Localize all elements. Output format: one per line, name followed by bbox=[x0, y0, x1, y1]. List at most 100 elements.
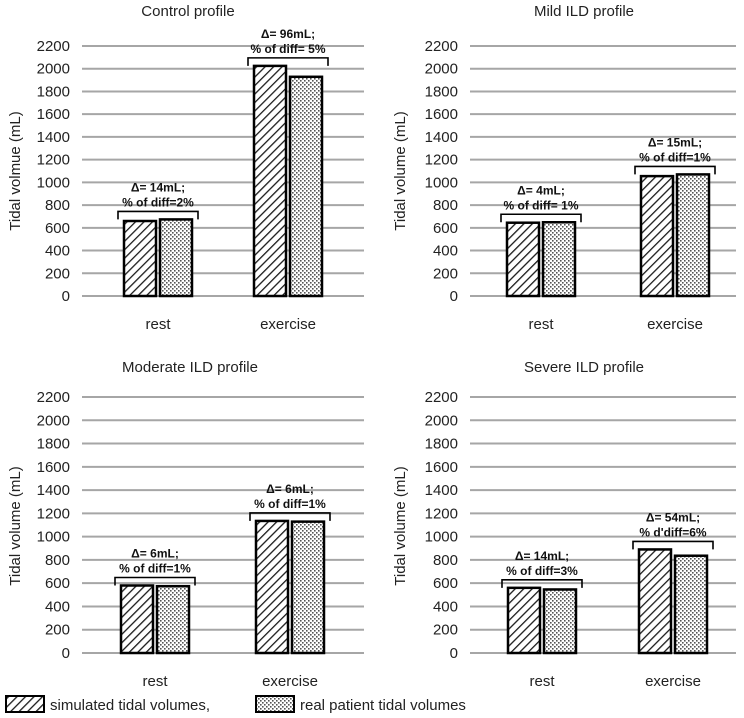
y-tick-label: 1000 bbox=[425, 529, 458, 546]
y-tick-label: 2000 bbox=[37, 412, 70, 429]
category-label-rest: rest bbox=[529, 673, 555, 690]
category-label-exercise: exercise bbox=[262, 673, 318, 690]
bar-rest-simulated bbox=[506, 586, 542, 655]
y-tick-label: 1800 bbox=[425, 83, 458, 100]
category-label-exercise: exercise bbox=[647, 316, 703, 333]
bar-exercise-simulated bbox=[252, 64, 288, 298]
bar-exercise-simulated bbox=[637, 548, 673, 655]
y-tick-label: 800 bbox=[433, 197, 458, 214]
annotation-diff-percent: % of diff=1% bbox=[119, 562, 191, 576]
y-tick-label: 1200 bbox=[37, 505, 70, 522]
y-tick-label: 200 bbox=[45, 265, 70, 282]
annotation-delta: Δ= 6mL; bbox=[266, 482, 314, 496]
annotation-diff-percent: % of diff= 5% bbox=[250, 42, 325, 56]
annotation-bracket bbox=[500, 213, 582, 223]
bar-rest-real bbox=[541, 221, 577, 298]
annotation-bracket bbox=[249, 512, 331, 521]
y-tick-label: 1000 bbox=[37, 529, 70, 546]
annotation-delta: Δ= 15mL; bbox=[648, 135, 702, 149]
y-tick-label: 1600 bbox=[425, 459, 458, 476]
y-tick-label: 1600 bbox=[37, 106, 70, 123]
y-axis-label: Tidal volmue (mL) bbox=[7, 111, 24, 230]
annotation-diff-percent: % of diff=1% bbox=[639, 150, 711, 164]
annotation-diff-percent: % of diff=2% bbox=[122, 195, 194, 209]
y-tick-label: 0 bbox=[62, 288, 70, 305]
chart-title: Control profile bbox=[141, 3, 234, 20]
y-tick-label: 400 bbox=[45, 598, 70, 615]
panel-mild-ild-profile: 0 200 400 600 800 1000 1200 1400 1600 1800 2000 220… bbox=[392, 3, 736, 333]
annotation-diff-percent: % of diff=1% bbox=[254, 497, 326, 511]
category-label-rest: rest bbox=[142, 673, 168, 690]
annotation-diff-percent: % of diff= 1% bbox=[503, 198, 578, 212]
panel-severe-ild-profile: 0 200 400 600 800 1000 1200 1400 1600 1800 2000 220… bbox=[392, 359, 736, 690]
y-tick-label: 200 bbox=[45, 622, 70, 639]
y-tick-label: 200 bbox=[433, 622, 458, 639]
bar-exercise-real bbox=[675, 173, 711, 298]
y-tick-label: 0 bbox=[450, 645, 458, 662]
y-tick-label: 400 bbox=[433, 598, 458, 615]
y-tick-label: 0 bbox=[62, 645, 70, 662]
bar-rest-real bbox=[155, 584, 191, 655]
annotation-bracket bbox=[634, 165, 716, 175]
category-label-rest: rest bbox=[145, 316, 171, 333]
annotation-diff-percent: % d'diff=6% bbox=[639, 525, 707, 539]
y-tick-label: 600 bbox=[45, 575, 70, 592]
y-tick-label: 1400 bbox=[425, 482, 458, 499]
y-tick-label: 1400 bbox=[425, 129, 458, 146]
y-tick-label: 1200 bbox=[425, 505, 458, 522]
category-label-rest: rest bbox=[528, 316, 554, 333]
y-tick-label: 0 bbox=[450, 288, 458, 305]
annotation-delta: Δ= 54mL; bbox=[646, 510, 700, 524]
bar-rest-simulated bbox=[119, 584, 155, 655]
annotation-delta: Δ= 14mL; bbox=[515, 549, 569, 563]
y-axis-label: Tidal volume (mL) bbox=[392, 466, 409, 585]
bar-exercise-simulated bbox=[254, 519, 290, 655]
chart-title: Moderate ILD profile bbox=[122, 359, 258, 376]
legend-swatch-simulated bbox=[5, 695, 45, 713]
chart-title: Severe ILD profile bbox=[524, 359, 644, 376]
category-label-exercise: exercise bbox=[260, 316, 316, 333]
y-tick-label: 2200 bbox=[425, 389, 458, 406]
annotation-bracket bbox=[247, 57, 329, 66]
panel-moderate-ild-profile: 0 200 400 600 800 1000 1200 1400 1600 1800 2000 220… bbox=[7, 359, 364, 690]
y-tick-label: 400 bbox=[433, 243, 458, 260]
y-tick-label: 600 bbox=[45, 220, 70, 237]
y-tick-label: 2000 bbox=[425, 412, 458, 429]
annotation-delta: Δ= 96mL; bbox=[261, 27, 315, 41]
y-tick-label: 2000 bbox=[425, 61, 458, 78]
bar-rest-simulated bbox=[505, 221, 541, 298]
annotation-bracket bbox=[117, 210, 199, 220]
y-tick-label: 200 bbox=[433, 265, 458, 282]
annotation-delta: Δ= 6mL; bbox=[131, 547, 179, 561]
bar-rest-simulated bbox=[122, 219, 158, 298]
annotation-bracket bbox=[501, 579, 583, 588]
y-axis-label: Tidal volume (mL) bbox=[392, 111, 409, 230]
y-tick-label: 1200 bbox=[425, 152, 458, 169]
y-tick-label: 400 bbox=[45, 243, 70, 260]
legend: simulated tidal volumes, real patient ti… bbox=[5, 695, 466, 714]
y-tick-label: 1400 bbox=[37, 482, 70, 499]
y-tick-label: 800 bbox=[45, 197, 70, 214]
y-axis-label: Tidal volume (mL) bbox=[7, 466, 24, 585]
y-tick-label: 1600 bbox=[425, 106, 458, 123]
bar-exercise-simulated bbox=[639, 174, 675, 298]
y-tick-label: 2000 bbox=[37, 61, 70, 78]
y-tick-label: 1000 bbox=[425, 174, 458, 191]
y-tick-label: 2200 bbox=[425, 38, 458, 55]
category-label-exercise: exercise bbox=[645, 673, 701, 690]
annotation-delta: Δ= 4mL; bbox=[517, 183, 565, 197]
chart-title: Mild ILD profile bbox=[534, 3, 634, 20]
panel-control-profile: 0 200 400 600 800 1000 1200 1400 1600 1800 2000 220… bbox=[7, 3, 364, 333]
y-tick-label: 1600 bbox=[37, 459, 70, 476]
annotation-bracket bbox=[114, 576, 196, 586]
bar-exercise-real bbox=[290, 520, 326, 655]
bar-rest-real bbox=[542, 588, 578, 655]
bar-exercise-real bbox=[288, 75, 324, 298]
legend-label-real: real patient tidal volumes bbox=[300, 697, 466, 714]
annotation-delta: Δ= 14mL; bbox=[131, 180, 185, 194]
legend-swatch-real bbox=[255, 695, 295, 713]
bar-rest-real bbox=[158, 218, 194, 298]
annotation-bracket bbox=[632, 540, 714, 550]
y-tick-label: 800 bbox=[45, 552, 70, 569]
